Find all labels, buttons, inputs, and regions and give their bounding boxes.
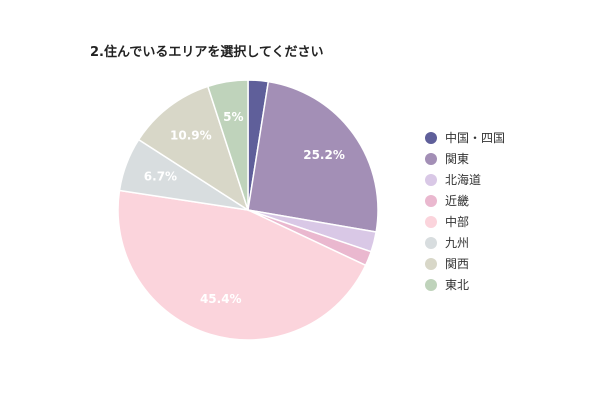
legend-label-3: 北海道: [445, 173, 482, 187]
legend-swatch-8: [425, 278, 437, 291]
legend-item-2: 関東: [425, 148, 595, 169]
legend-label-1: 中国・四国: [445, 131, 506, 145]
legend-item-4: 近畿: [425, 190, 595, 211]
legend-item-1: 中国・四国: [425, 127, 595, 148]
legend-item-3: 北海道: [425, 169, 595, 190]
data-label-6: 6.7%: [144, 169, 177, 183]
legend-swatch-2: [425, 152, 437, 165]
legend-label-8: 東北: [445, 278, 470, 292]
pie-slice-2: [247, 80, 379, 233]
chart-title: 2.住んでいるエリアを選択してください: [90, 45, 324, 60]
legend-swatch-5: [425, 215, 437, 228]
legend-swatch-7: [425, 257, 437, 270]
legend-label-2: 関東: [445, 152, 470, 166]
legend-item-6: 九州: [425, 232, 595, 253]
legend-label-4: 近畿: [445, 194, 470, 208]
legend-swatch-3: [425, 173, 437, 186]
pie-slice-8: [206, 79, 249, 211]
chart-legend: 中国・四国関東北海道近畿中部九州関西東北: [425, 127, 595, 295]
legend-label-6: 九州: [445, 236, 470, 250]
legend-swatch-6: [425, 236, 437, 249]
legend-label-5: 中部: [445, 215, 470, 229]
legend-item-8: 東北: [425, 274, 595, 295]
legend-item-7: 関西: [425, 253, 595, 274]
legend-item-5: 中部: [425, 211, 595, 232]
legend-label-7: 関西: [445, 257, 470, 271]
data-label-2: 25.2%: [303, 148, 345, 162]
data-label-5: 45.4%: [200, 292, 242, 306]
data-label-8: 5%: [223, 110, 243, 124]
data-label-7: 10.9%: [170, 128, 212, 142]
pie-slice-5: [117, 189, 367, 341]
legend-swatch-4: [425, 194, 437, 207]
legend-swatch-1: [425, 131, 437, 144]
pie-slice-7: [137, 85, 250, 212]
